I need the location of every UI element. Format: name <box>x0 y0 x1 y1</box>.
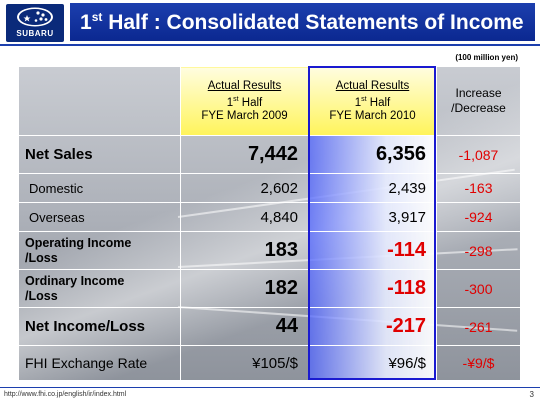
value-fy2009: 183 <box>180 231 309 270</box>
value-fy2010: ¥96/$ <box>308 345 437 381</box>
data-table: Actual Results 1st Half FYE March 2009 A… <box>18 66 521 381</box>
row-label: Ordinary Income/Loss <box>18 269 181 308</box>
row-label: Operating Income/Loss <box>18 231 181 270</box>
footer-url-link[interactable]: http://www.fhi.co.jp/english/ir/index.ht… <box>4 391 127 398</box>
table-row-net-sales: Net Sales 7,442 6,356 -1,087 <box>18 135 521 174</box>
table-row-domestic: Domestic 2,602 2,439 -163 <box>18 173 521 203</box>
row-label: FHI Exchange Rate <box>18 345 181 381</box>
row-label: Net Income/Loss <box>18 307 181 346</box>
header-divider <box>0 44 540 46</box>
row-label: Domestic <box>18 173 181 203</box>
row-label: Net Sales <box>18 135 181 174</box>
value-fy2009: 7,442 <box>180 135 309 174</box>
value-fy2010: -118 <box>308 269 437 308</box>
value-change: -300 <box>436 269 521 308</box>
value-fy2009: 4,840 <box>180 202 309 232</box>
header-fy2010: Actual Results 1st Half FYE March 2010 <box>308 66 437 136</box>
value-change: -261 <box>436 307 521 346</box>
value-change: -¥9/$ <box>436 345 521 381</box>
header-change: Increase /Decrease <box>436 66 521 136</box>
header-empty-cell <box>18 66 181 136</box>
pleiades-stars-icon <box>17 7 53 27</box>
footer-divider <box>0 387 540 388</box>
value-fy2010: 3,917 <box>308 202 437 232</box>
value-change: -298 <box>436 231 521 270</box>
value-fy2009: 182 <box>180 269 309 308</box>
value-fy2010: 6,356 <box>308 135 437 174</box>
table-header-row: Actual Results 1st Half FYE March 2009 A… <box>18 66 521 136</box>
unit-note: (100 million yen) <box>455 53 518 62</box>
income-statement-table: Actual Results 1st Half FYE March 2009 A… <box>18 66 521 381</box>
subaru-logo: SUBARU <box>6 4 64 42</box>
row-label: Overseas <box>18 202 181 232</box>
logo-text: SUBARU <box>16 29 54 38</box>
value-fy2010: 2,439 <box>308 173 437 203</box>
table-row-overseas: Overseas 4,840 3,917 -924 <box>18 202 521 232</box>
table-row-exchange-rate: FHI Exchange Rate ¥105/$ ¥96/$ -¥9/$ <box>18 345 521 381</box>
header: SUBARU 1st Half : Consolidated Statement… <box>0 0 540 44</box>
value-fy2009: ¥105/$ <box>180 345 309 381</box>
page-title: 1st Half : Consolidated Statements of In… <box>80 10 524 34</box>
title-bar: 1st Half : Consolidated Statements of In… <box>70 3 535 41</box>
page-number: 3 <box>529 390 534 399</box>
table-row-operating-income: Operating Income/Loss 183 -114 -298 <box>18 231 521 270</box>
value-change: -924 <box>436 202 521 232</box>
table-row-ordinary-income: Ordinary Income/Loss 182 -118 -300 <box>18 269 521 308</box>
header-fy2009: Actual Results 1st Half FYE March 2009 <box>180 66 309 136</box>
table-row-net-income: Net Income/Loss 44 -217 -261 <box>18 307 521 346</box>
value-fy2010: -114 <box>308 231 437 270</box>
value-fy2009: 44 <box>180 307 309 346</box>
value-fy2010: -217 <box>308 307 437 346</box>
value-change: -1,087 <box>436 135 521 174</box>
value-fy2009: 2,602 <box>180 173 309 203</box>
value-change: -163 <box>436 173 521 203</box>
